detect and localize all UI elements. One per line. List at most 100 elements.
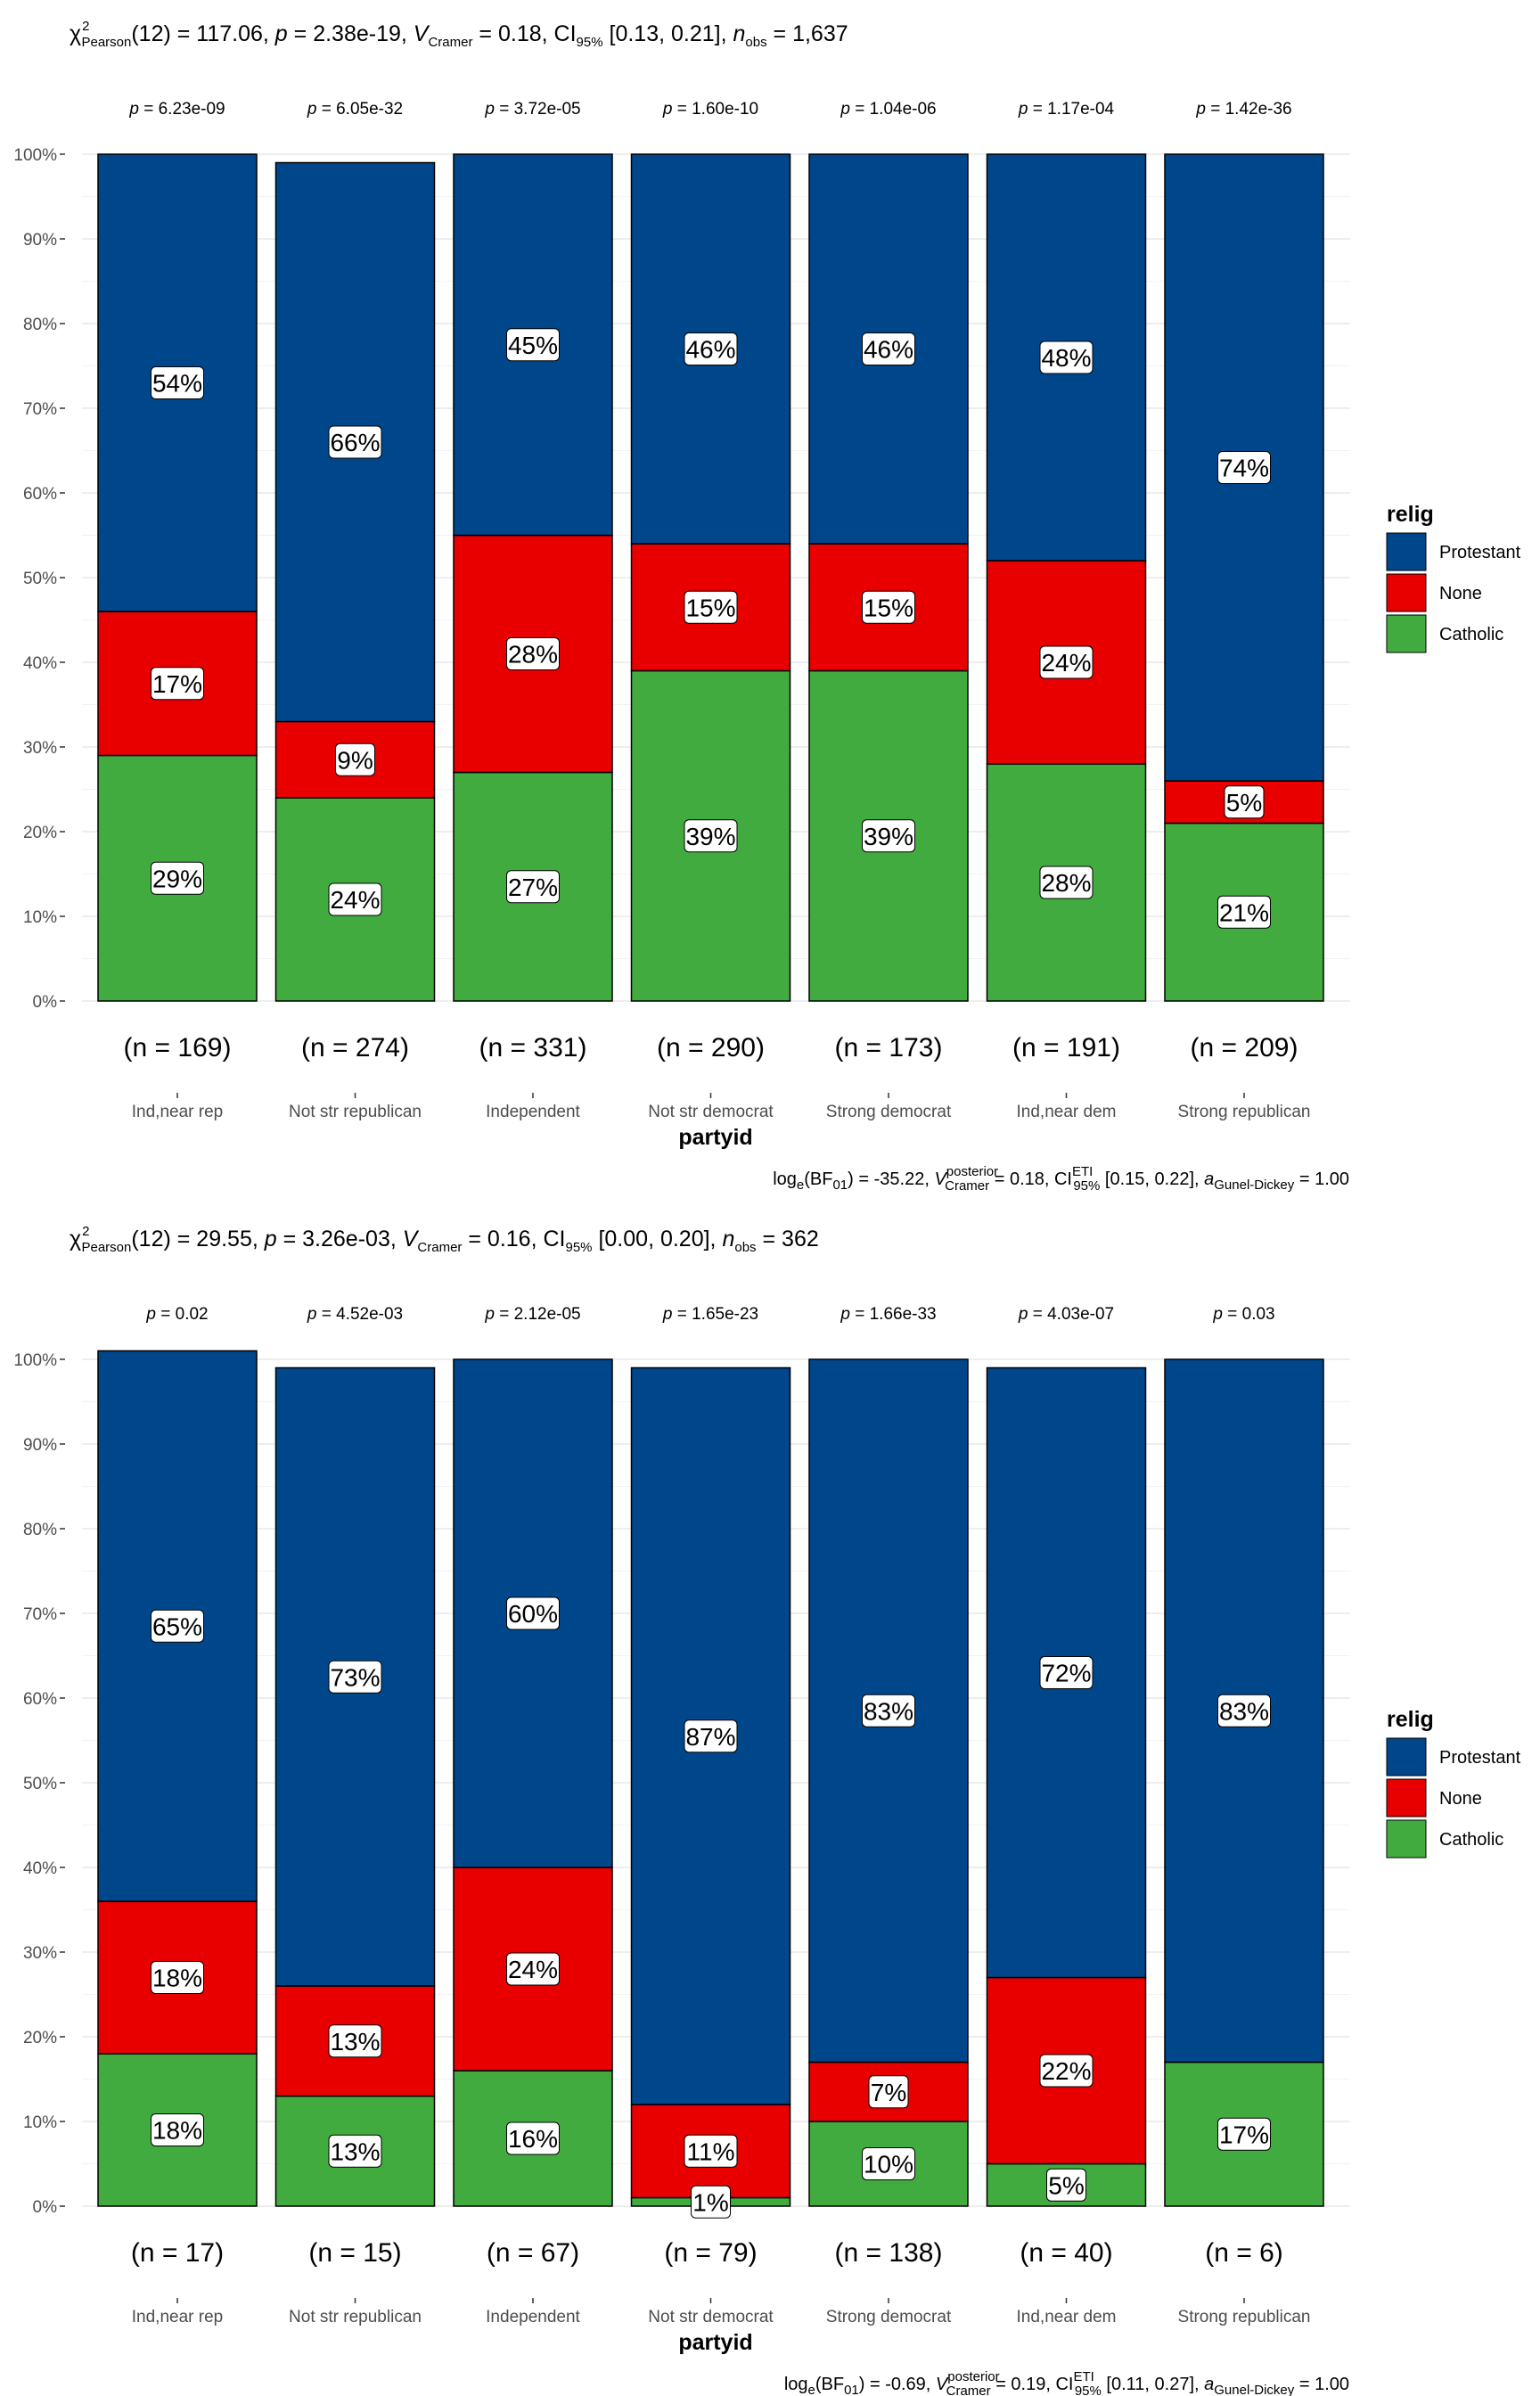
data-label-box (506, 637, 560, 670)
count-label: (n = 290) (657, 1033, 765, 1063)
count-label: (n = 138) (835, 2238, 943, 2268)
data-label: 17% (1219, 2121, 1269, 2148)
p-value-label: p = 1.66e-33 (840, 1305, 936, 1324)
data-label: 7% (871, 2079, 906, 2106)
p-value-label: p = 6.05e-32 (307, 100, 403, 119)
data-label-box (1217, 451, 1271, 484)
data-label: 16% (508, 2125, 558, 2153)
data-label: 18% (152, 2117, 202, 2145)
data-label: 83% (864, 1697, 913, 1725)
y-tick-label: 70% (23, 400, 57, 419)
count-label: (n = 79) (664, 2238, 757, 2268)
data-label-box (1039, 1656, 1094, 1689)
data-label-box (862, 819, 915, 853)
x-tick-label: Not str democrat (648, 2308, 774, 2326)
y-tick-label: 30% (23, 739, 57, 758)
x-tick-label: Ind,near dem (1017, 2308, 1117, 2326)
x-axis-title: partyid (678, 2330, 752, 2355)
data-label-box (684, 1719, 738, 1753)
y-tick-label: 20% (23, 824, 57, 842)
x-axis-title: partyid (678, 1125, 752, 1150)
p-value-label: p = 1.65e-23 (662, 1305, 758, 1324)
data-label-box (1046, 2168, 1086, 2202)
data-label-box (151, 667, 204, 701)
data-label-box (151, 1961, 204, 1994)
count-label: (n = 274) (301, 1033, 409, 1063)
data-label: 17% (152, 670, 202, 698)
data-label-box (862, 1694, 915, 1727)
p-value-label: p = 4.52e-03 (307, 1305, 403, 1324)
data-label: 24% (508, 1956, 558, 1983)
y-tick-label: 40% (23, 1859, 57, 1878)
data-label: 83% (1219, 1697, 1269, 1725)
y-tick-label: 30% (23, 1944, 57, 1963)
data-label: 45% (508, 332, 558, 359)
chart-caption: loge(BF01) = -0.69, Vposterior Cramer = 0… (784, 2369, 1349, 2396)
data-label: 24% (1041, 649, 1091, 677)
data-label-box (151, 366, 204, 399)
data-label: 65% (152, 1612, 202, 1640)
data-label: 5% (1226, 789, 1262, 816)
legend-title: relig (1387, 1707, 1434, 1732)
p-value-label: p = 0.02 (145, 1305, 208, 1324)
data-label-box (328, 882, 382, 916)
data-label: 9% (337, 746, 373, 774)
data-label-box (1217, 2117, 1271, 2151)
x-tick-label: Independent (486, 1103, 580, 1121)
data-label: 13% (330, 2028, 380, 2055)
count-label: (n = 17) (131, 2238, 224, 2268)
y-tick-label: 80% (23, 316, 57, 334)
legend-swatch-none (1386, 1778, 1427, 1818)
data-label: 21% (1219, 898, 1269, 926)
legend-label-catholic: Catholic (1439, 1830, 1503, 1850)
chart-subtitle: χ2 Pearson(12) = 29.55, p = 3.26e-03, VCr… (70, 1224, 819, 1255)
legend-title: relig (1387, 502, 1434, 527)
data-label: 28% (508, 641, 558, 669)
data-label-box (506, 328, 560, 362)
count-label: (n = 15) (308, 2238, 401, 2268)
y-tick-label: 100% (13, 1351, 57, 1370)
data-label-box (1039, 341, 1094, 374)
data-label-box (506, 870, 560, 904)
chart-subtitle: χ2 Pearson(12) = 117.06, p = 2.38e-19, VC… (70, 19, 848, 50)
y-tick-label: 40% (23, 654, 57, 673)
data-label: 39% (864, 823, 913, 850)
data-label: 13% (330, 2138, 380, 2165)
p-value-label: p = 6.23e-09 (128, 100, 225, 119)
p-value-label: p = 1.17e-04 (1018, 100, 1115, 119)
x-tick-label: Strong republican (1178, 2308, 1311, 2326)
x-tick-label: Strong republican (1178, 1103, 1311, 1121)
data-label: 28% (1041, 869, 1091, 897)
data-label-box (1224, 785, 1265, 819)
count-label: (n = 67) (487, 2238, 579, 2268)
chart-panel-2: χ2 Pearson(12) = 29.55, p = 3.26e-03, VCr… (13, 1224, 1520, 2396)
x-tick-label: Independent (486, 2308, 580, 2326)
p-value-label: p = 0.03 (1212, 1305, 1274, 1324)
p-value-label: p = 1.42e-36 (1195, 100, 1291, 119)
count-label: (n = 169) (124, 1033, 232, 1063)
legend-swatch-catholic (1386, 1819, 1427, 1859)
data-label: 5% (1048, 2171, 1084, 2199)
y-tick-label: 60% (23, 1690, 57, 1709)
data-label: 1% (692, 2188, 728, 2216)
p-value-label: p = 1.60e-10 (662, 100, 758, 119)
data-label: 27% (508, 874, 558, 901)
data-label-box (862, 590, 915, 624)
x-tick-label: Ind,near dem (1017, 1103, 1117, 1121)
x-tick-label: Not str republican (289, 2308, 422, 2326)
y-tick-label: 50% (23, 570, 57, 588)
data-label-box (684, 332, 738, 365)
data-label: 18% (152, 1965, 202, 1992)
data-label-box (684, 819, 738, 853)
data-label-box (506, 1952, 560, 1986)
y-tick-label: 90% (23, 231, 57, 250)
legend-label-protestant: Protestant (1439, 543, 1521, 562)
y-tick-label: 60% (23, 485, 57, 504)
data-label-box (328, 1660, 382, 1694)
data-label-box (1039, 2054, 1094, 2088)
legend-label-protestant: Protestant (1439, 1748, 1521, 1768)
data-label-box (328, 2134, 382, 2168)
data-label-box (151, 861, 204, 895)
y-tick-label: 0% (33, 2198, 58, 2217)
